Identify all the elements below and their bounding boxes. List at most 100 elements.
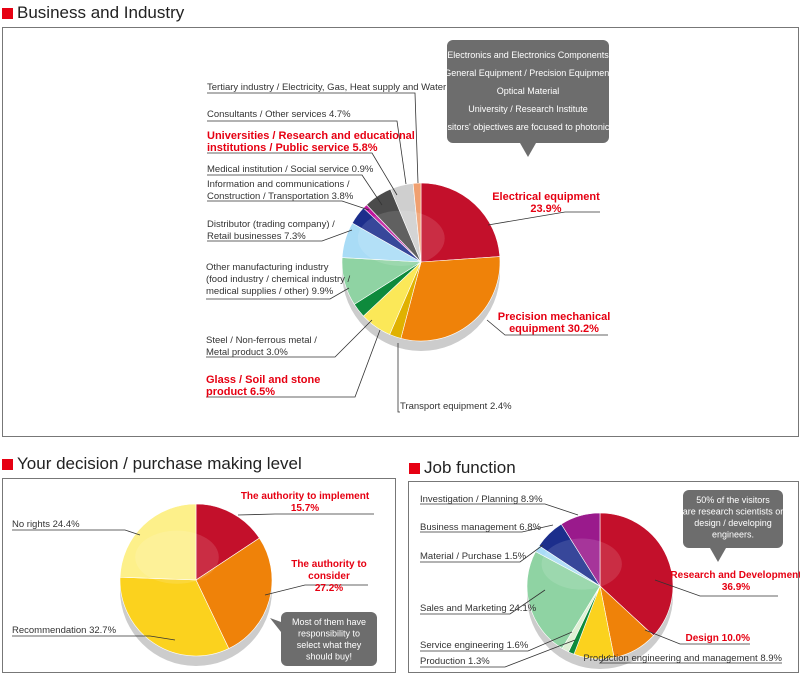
pie-label: Medical institution / Social service 0.9… [207,164,374,175]
leader-line [12,529,141,536]
leader-line [206,319,373,358]
pie-label: Glass / Soil and stone [206,374,320,386]
pie-slice [119,503,197,581]
leader-line [207,200,370,211]
pie-label: Tertiary industry / Electricity, Gas, He… [207,82,527,93]
callout-tail [520,143,536,157]
pie-label: The authority to [291,559,367,570]
leader-line [644,629,750,645]
pie-slice [412,182,422,263]
callout-text: Visitors' objectives are focused to phot… [440,122,617,132]
pie-label: Electrical equipment [492,191,600,203]
red-square-icon [2,458,13,470]
callout-text: University / Research Institute [468,104,588,114]
callout-text: Most of them have [292,617,366,627]
pie-label: Transport equipment 2.4% [400,401,512,412]
section-title-business: Business and Industry [2,3,184,23]
leader-line [264,584,368,596]
pie-gloss [357,210,445,266]
red-square-icon [409,462,420,474]
leader-line [420,503,579,516]
pie-label: Research and Development [670,570,800,581]
pie-label: Investigation / Planning 8.9% [420,494,543,505]
leader-line [207,120,407,185]
leader-line [486,319,608,336]
pie-label: Recommendation 32.7% [12,625,117,636]
pie-label: Service engineering 1.6% [420,640,529,651]
section-title-business-text: Business and Industry [17,3,185,22]
section-title-job-text: Job function [424,458,516,477]
pie-gloss [135,530,219,584]
pie-label: Precision mechanical [498,311,611,323]
pie-label: 36.9% [722,582,750,593]
callout-text: Electronics and Electronics Components [447,50,609,60]
section-title-job: Job function [409,458,516,478]
leader-line [207,174,383,206]
leader-line [420,544,544,563]
pie-gloss [541,538,622,590]
leader-line [598,654,782,664]
pie-label: The authority to implement [241,491,370,502]
pie-label: medical supplies / other) 9.9% [206,286,334,297]
leader-line [206,329,381,398]
pie-label: Design 10.0% [686,633,751,644]
callout-text: design / developing [694,518,772,528]
section-title-decision-text: Your decision / purchase making level [17,454,302,473]
pie-slice [526,551,601,649]
callout-text: responsibility to [298,629,360,639]
callout-bubble [683,490,783,548]
pie-label: Business management 6.8% [420,522,541,533]
pie-label: Steel / Non-ferrous metal / [206,335,317,346]
pie-label: equipment 30.2% [509,323,599,335]
callout-text: engineers. [712,530,754,540]
pie-label: Retail businesses 7.3% [207,231,306,242]
callout-text: should buy! [306,652,352,662]
pie-label: 15.7% [291,503,319,514]
pie-label: Distributor (trading company) / [207,219,335,230]
callout-tail [710,548,726,562]
pie-label: Production engineering and management 8.… [583,653,782,664]
leader-line [207,92,419,184]
pie-slice [195,537,273,649]
pie-slice [560,512,601,588]
leader-line [237,513,374,516]
pie-label: Information and communications / [207,179,350,190]
leader-line [420,524,554,533]
leader-line [420,639,576,668]
callout-text: Optical Material [497,86,560,96]
pie-label: Material / Purchase 1.5% [420,551,527,562]
leader-line [420,631,573,652]
pie-label: Sales and Marketing 24.1% [420,603,537,614]
pie-label: 27.2% [315,583,343,594]
pie-label: Universities / Research and educational [207,130,415,142]
callout-text: General Equipment / Precision Equipment [444,68,612,78]
pie-slice [599,512,674,637]
callout-text: select what they [297,640,362,650]
callout-bubble [447,40,609,143]
pie-label: Consultants / Other services 4.7% [207,109,351,120]
pie-slice [420,182,501,263]
leader-line [207,152,398,196]
callout-tail [270,618,281,632]
section-title-decision: Your decision / purchase making level [2,454,302,474]
pie-label: institutions / Public service 5.8% [207,142,378,154]
leader-line [206,287,350,300]
pie-label: No rights 24.4% [12,519,80,530]
callout-bubble [281,612,377,666]
callout-text: 50% of the visitors [696,495,770,505]
leader-line [207,229,353,242]
pie-label: consider [308,571,350,582]
leader-line [420,589,546,615]
leader-line [397,343,400,413]
pie-slice [195,503,260,581]
red-square-icon [2,7,13,19]
pie-label: Production 1.3% [420,656,490,667]
pie-label: 23.9% [530,203,561,215]
leader-line [487,211,600,226]
pie-label: product 6.5% [206,386,275,398]
callout-text: are research scientists or [683,507,784,517]
pie-label: Construction / Transportation 3.8% [207,191,354,202]
